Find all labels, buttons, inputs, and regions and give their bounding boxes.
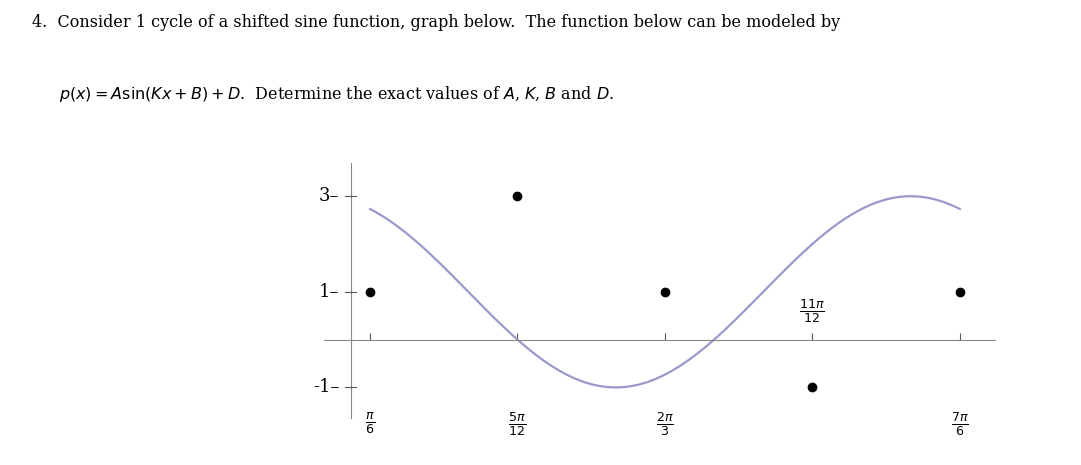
Text: 4.  Consider 1 cycle of a shifted sine function, graph below.  The function belo: 4. Consider 1 cycle of a shifted sine fu… bbox=[32, 14, 841, 31]
Text: $\frac{2\pi}{3}$: $\frac{2\pi}{3}$ bbox=[656, 410, 673, 438]
Text: 1–: 1– bbox=[319, 283, 339, 301]
Text: 3–: 3– bbox=[319, 187, 339, 205]
Text: $\frac{11\pi}{12}$: $\frac{11\pi}{12}$ bbox=[800, 298, 825, 326]
Text: $\frac{7\pi}{6}$: $\frac{7\pi}{6}$ bbox=[951, 410, 969, 438]
Text: $\frac{\pi}{6}$: $\frac{\pi}{6}$ bbox=[365, 410, 375, 436]
Text: $p(x) = A\sin\!\left(Kx+B\right)+D$.  Determine the exact values of $A$, $K$, $B: $p(x) = A\sin\!\left(Kx+B\right)+D$. Det… bbox=[59, 84, 615, 104]
Text: $\frac{5\pi}{12}$: $\frac{5\pi}{12}$ bbox=[508, 410, 526, 438]
Text: -1–: -1– bbox=[312, 379, 339, 397]
